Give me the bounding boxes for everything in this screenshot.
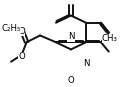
Text: C₂H₅: C₂H₅ (1, 24, 21, 33)
Text: N: N (68, 32, 74, 41)
Text: CH₃: CH₃ (102, 34, 118, 43)
Text: O: O (68, 76, 74, 85)
Text: N: N (83, 59, 89, 68)
Text: O: O (18, 52, 25, 61)
Text: O: O (18, 27, 25, 36)
